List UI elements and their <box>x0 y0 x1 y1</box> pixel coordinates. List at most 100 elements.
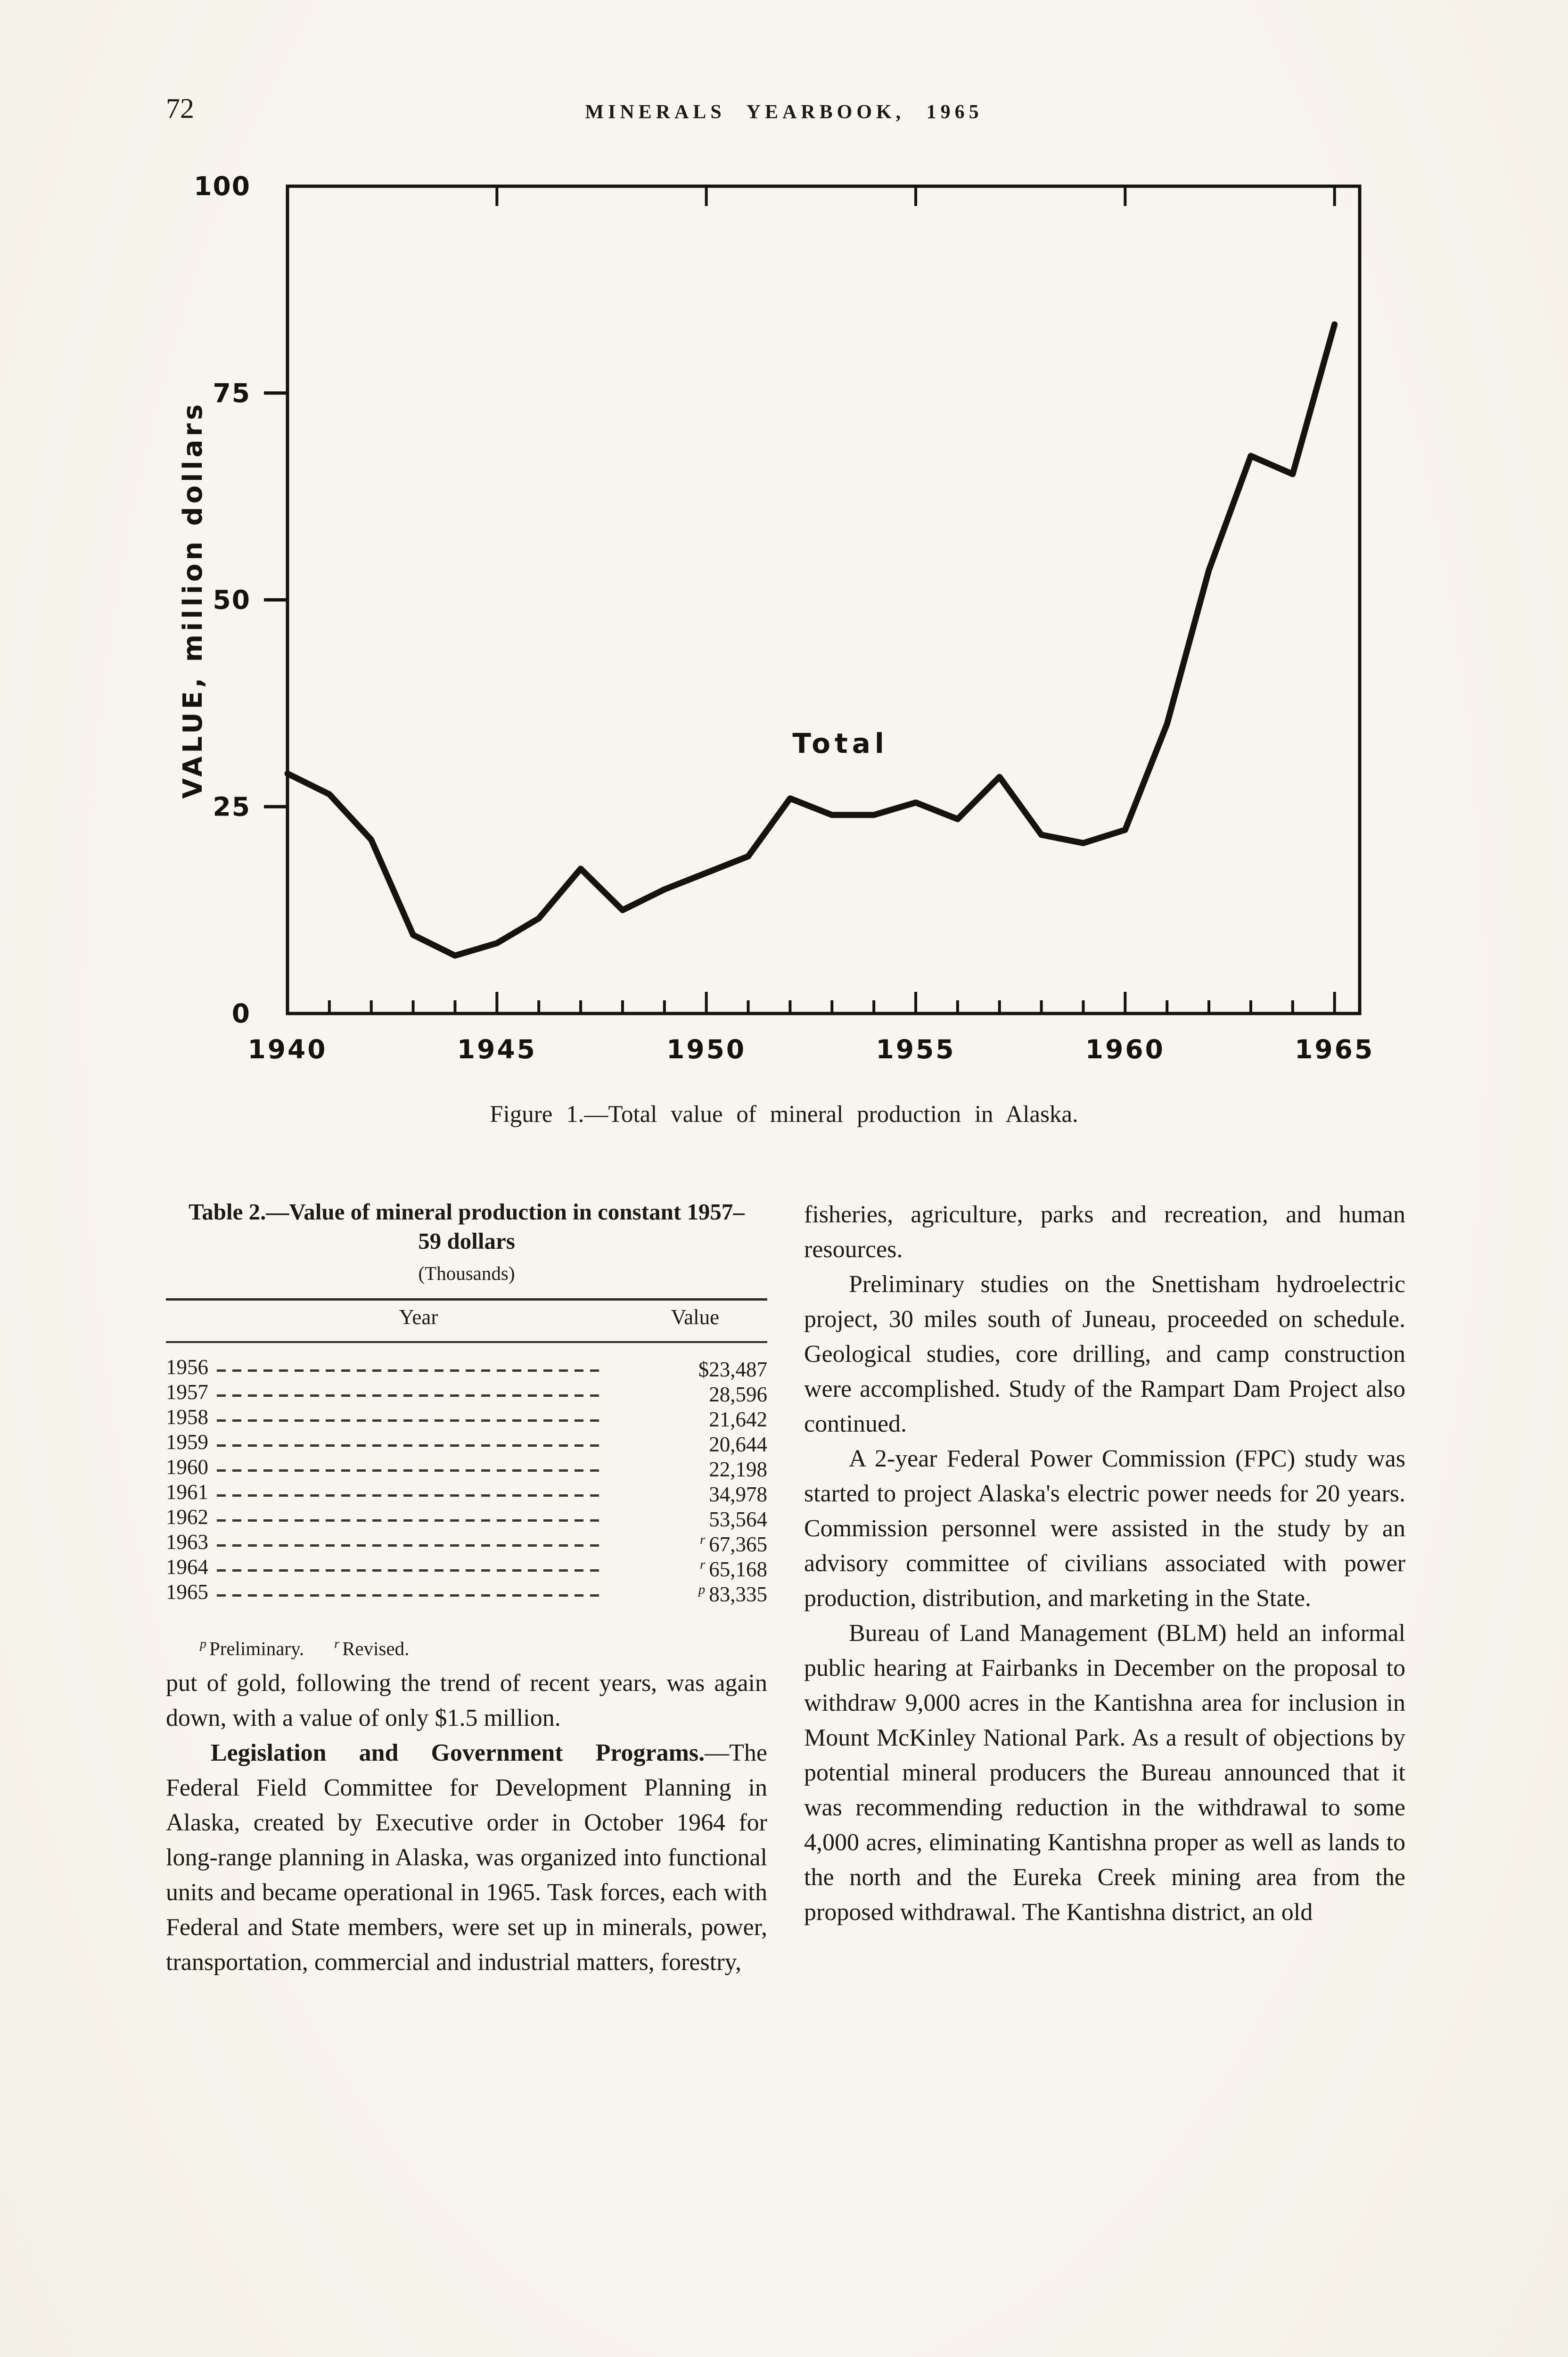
paragraph-gold: put of gold, following the trend of rece… <box>166 1669 767 1731</box>
row-year: 1957 <box>166 1380 208 1404</box>
table-row: 1965 p 83,335 <box>166 1579 767 1606</box>
row-leader <box>217 1594 603 1597</box>
x-tick-label: 1940 <box>247 1034 327 1064</box>
row-value-text: 83,335 <box>709 1582 767 1606</box>
left-column: Table 2.—Value of mineral production in … <box>166 1197 767 1980</box>
text-columns: Table 2.—Value of mineral production in … <box>166 1197 1405 1980</box>
row-leader <box>217 1519 603 1522</box>
row-value: 20,644 <box>612 1422 767 1462</box>
row-year: 1959 <box>166 1430 208 1454</box>
row-value-prefix: p <box>698 1582 706 1597</box>
table-row: 1958 21,642 <box>166 1404 767 1431</box>
row-value: 21,642 <box>612 1397 767 1437</box>
row-leader <box>217 1444 603 1447</box>
table2-col-year: Year <box>399 1305 438 1329</box>
table-row: 1964 r 65,168 <box>166 1554 767 1581</box>
row-value: $23,487 <box>612 1347 767 1387</box>
table2: Table 2.—Value of mineral production in … <box>166 1197 767 1666</box>
y-tick-label: 25 <box>213 791 251 822</box>
row-leader <box>217 1494 603 1497</box>
row-value: 22,198 <box>612 1447 767 1487</box>
y-axis-title: VALUE, million dollars <box>178 401 208 799</box>
table2-header-row: Year Value <box>166 1301 767 1341</box>
x-tick-label: 1950 <box>666 1034 746 1064</box>
y-tick-label: 0 <box>232 998 251 1029</box>
row-value: r 67,365 <box>612 1522 767 1562</box>
table2-footnotes: p Preliminary. r Revised. <box>166 1627 767 1666</box>
figure1-svg: 0 25 50 75 100 1940 1945 1950 1955 1960 1965 VALUE,… <box>178 171 1374 1064</box>
x-tick-label: 1965 <box>1295 1034 1374 1064</box>
row-value-prefix: r <box>699 1557 706 1572</box>
footnote-text: Preliminary. <box>209 1637 304 1659</box>
row-value: 34,978 <box>612 1472 767 1512</box>
row-value-text: $23,487 <box>698 1357 767 1381</box>
row-year: 1958 <box>166 1405 208 1429</box>
table-row: 1956 $23,487 <box>166 1354 767 1381</box>
row-leader <box>217 1544 603 1547</box>
row-value-prefix: r <box>699 1532 706 1547</box>
row-value-text: 22,198 <box>709 1457 767 1481</box>
row-year: 1962 <box>166 1505 208 1529</box>
row-value-text: 20,644 <box>709 1432 767 1456</box>
row-year: 1965 <box>166 1580 208 1604</box>
row-year: 1961 <box>166 1480 208 1504</box>
row-year: 1963 <box>166 1530 208 1554</box>
paragraph-fisheries: fisheries, agriculture, parks and recrea… <box>804 1201 1405 1263</box>
row-value: 28,596 <box>612 1372 767 1412</box>
runin-heading: Legislation and Government Programs. <box>211 1739 705 1766</box>
row-leader <box>217 1569 603 1572</box>
paragraph-legislation: Legislation and Government Programs.—The… <box>166 1736 767 1980</box>
footnote-revised: r Revised. <box>334 1637 410 1659</box>
row-value-text: 28,596 <box>709 1382 767 1406</box>
paragraph-snettisham: Preliminary studies on the Snettisham hy… <box>804 1271 1405 1437</box>
table-row: 1959 20,644 <box>166 1429 767 1456</box>
table-row: 1957 28,596 <box>166 1379 767 1406</box>
footnote-symbol: r <box>334 1637 340 1651</box>
table2-header-rule <box>166 1341 767 1343</box>
table-row: 1960 22,198 <box>166 1454 767 1481</box>
table-row: 1962 53,564 <box>166 1504 767 1531</box>
page-number: 72 <box>166 93 194 124</box>
x-tick-label: 1955 <box>876 1034 955 1064</box>
footnote-text: Revised. <box>342 1637 410 1659</box>
table2-subtitle: (Thousands) <box>418 1262 515 1284</box>
row-leader <box>217 1469 603 1472</box>
row-value-text: 34,978 <box>709 1482 767 1506</box>
paragraph-fpc: A 2-year Federal Power Commission (FPC) … <box>804 1445 1405 1612</box>
x-tick-label: 1960 <box>1085 1034 1165 1064</box>
row-value-text: 67,365 <box>709 1532 767 1556</box>
row-value-text: 21,642 <box>709 1407 767 1431</box>
row-value-text: 53,564 <box>709 1507 767 1531</box>
row-leader <box>217 1419 603 1422</box>
total-line <box>284 321 1338 959</box>
legislation-text: —The Federal Field Committee for Develop… <box>166 1739 767 1976</box>
table-row: 1961 34,978 <box>166 1479 767 1506</box>
table2-body: 1956 $23,487 1957 28,596 1958 21,642 1959 20… <box>166 1354 767 1606</box>
figure1-caption: Figure 1.—Total value of mineral product… <box>490 1101 1078 1128</box>
y-tick-label: 50 <box>213 585 251 615</box>
table2-top-rule <box>166 1298 767 1301</box>
table-row: 1963 r 67,365 <box>166 1529 767 1556</box>
footnote-symbol: p <box>200 1637 206 1651</box>
y-tick-label: 100 <box>194 171 251 201</box>
row-year: 1960 <box>166 1455 208 1479</box>
row-year: 1956 <box>166 1355 208 1379</box>
row-value: 53,564 <box>612 1497 767 1537</box>
total-label: Total <box>792 727 888 759</box>
running-head: MINERALS YEARBOOK, 1965 <box>585 101 983 123</box>
footnote-preliminary: p Preliminary. <box>200 1637 304 1659</box>
row-value: p 83,335 <box>612 1572 767 1612</box>
x-tick-label: 1945 <box>457 1034 537 1064</box>
table2-col-value: Value <box>671 1305 720 1329</box>
figure1-chart: 0 25 50 75 100 1940 1945 1950 1955 1960 1965 VALUE,… <box>160 165 1386 1098</box>
y-tick-label: 75 <box>213 378 251 408</box>
row-leader <box>217 1394 603 1397</box>
row-leader <box>217 1369 603 1372</box>
paragraph-blm: Bureau of Land Management (BLM) held an … <box>804 1620 1405 1926</box>
row-value: r 65,168 <box>612 1547 767 1587</box>
row-value-text: 65,168 <box>709 1557 767 1581</box>
table2-title: Table 2.—Value of mineral production in … <box>189 1199 745 1254</box>
right-column: fisheries, agriculture, parks and recrea… <box>804 1197 1405 1980</box>
row-year: 1964 <box>166 1555 208 1579</box>
